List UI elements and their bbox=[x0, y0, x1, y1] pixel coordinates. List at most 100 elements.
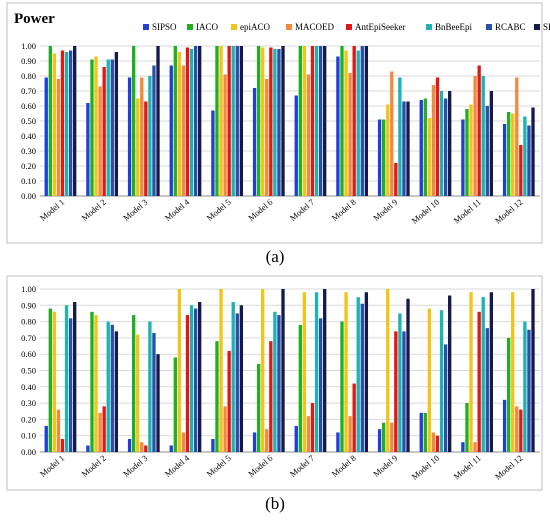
bar-b-sfmoabc-8 bbox=[364, 292, 369, 452]
bar-b-epiaco-11 bbox=[469, 292, 473, 452]
bar-a-bnbeeepi-5 bbox=[231, 46, 235, 196]
bar-b-bnbeeepi-3 bbox=[148, 321, 152, 452]
bar-b-rcabc-4 bbox=[193, 308, 198, 452]
bar-a-antepiseeker-6 bbox=[269, 47, 273, 196]
y-tick-label-a: 1.00 bbox=[21, 41, 36, 51]
bar-b-epiaco-6 bbox=[261, 289, 265, 452]
bar-a-bnbeeepi-12 bbox=[523, 116, 527, 196]
bar-b-sfmoabc-7 bbox=[323, 289, 327, 452]
bar-a-sfmoabc-4 bbox=[198, 46, 202, 196]
bar-a-epiaco-1 bbox=[52, 53, 57, 196]
bar-a-epiaco-11 bbox=[469, 104, 473, 196]
bar-a-epiaco-4 bbox=[177, 52, 182, 196]
bar-a-rcabc-10 bbox=[443, 98, 448, 196]
bar-b-iaco-4 bbox=[173, 357, 177, 452]
bar-b-antepiseeker-5 bbox=[227, 350, 231, 452]
bar-a-macoed-5 bbox=[223, 74, 227, 196]
y-tick-label-b: 0.40 bbox=[21, 382, 36, 392]
bar-b-bnbeeepi-4 bbox=[189, 305, 194, 452]
bar-a-sfmoabc-6 bbox=[281, 46, 285, 196]
bar-a-epiaco-3 bbox=[136, 98, 140, 196]
bar-b-bnbeeepi-6 bbox=[273, 311, 277, 452]
panel-label-b: (b) bbox=[265, 494, 285, 513]
bar-a-iaco-2 bbox=[90, 59, 94, 196]
bar-a-iaco-9 bbox=[381, 119, 386, 196]
bar-b-macoed-7 bbox=[306, 416, 311, 452]
y-tick-label-a: 0.50 bbox=[21, 116, 36, 126]
y-tick-label-a: 0.20 bbox=[21, 161, 36, 171]
bar-b-rcabc-6 bbox=[277, 315, 281, 452]
bar-b-sipso-2 bbox=[86, 445, 90, 452]
bar-b-sipso-11 bbox=[461, 442, 465, 452]
bar-a-sfmoabc-11 bbox=[489, 91, 494, 196]
bar-a-sipso-8 bbox=[336, 56, 340, 196]
bar-a-rcabc-4 bbox=[193, 46, 198, 196]
bar-a-bnbeeepi-4 bbox=[189, 49, 194, 196]
bar-a-iaco-4 bbox=[173, 46, 177, 196]
bar-a-bnbeeepi-11 bbox=[481, 76, 485, 196]
y-tick-label-a: 0.90 bbox=[21, 56, 36, 66]
bar-a-iaco-6 bbox=[256, 46, 261, 196]
legend-swatch-rcabc bbox=[486, 24, 492, 30]
bar-b-epiaco-10 bbox=[427, 308, 432, 452]
bar-b-epiaco-9 bbox=[386, 289, 390, 452]
bar-a-sipso-6 bbox=[252, 88, 257, 196]
bar-a-sfmoabc-12 bbox=[531, 107, 535, 196]
bar-b-sipso-1 bbox=[44, 425, 48, 452]
bar-b-sfmoabc-5 bbox=[239, 305, 244, 452]
y-tick-label-b: 0.90 bbox=[21, 300, 36, 310]
bar-b-epiaco-8 bbox=[344, 292, 348, 452]
bar-b-bnbeeepi-9 bbox=[398, 313, 402, 452]
bar-a-rcabc-6 bbox=[277, 49, 281, 196]
legend-label-bnbeeepi: BnBeeEpi bbox=[435, 22, 472, 32]
bar-b-sfmoabc-1 bbox=[73, 302, 77, 452]
legend-label-macoed: MACOED bbox=[295, 22, 335, 32]
bar-a-rcabc-5 bbox=[235, 46, 239, 196]
bar-b-macoed-12 bbox=[515, 406, 519, 452]
bar-a-macoed-12 bbox=[515, 77, 519, 196]
bar-b-rcabc-11 bbox=[485, 328, 489, 452]
bar-b-antepiseeker-4 bbox=[185, 315, 190, 452]
bar-a-iaco-8 bbox=[340, 46, 344, 196]
bar-b-rcabc-9 bbox=[402, 331, 406, 452]
bar-b-rcabc-8 bbox=[360, 303, 364, 452]
bar-a-sipso-2 bbox=[86, 103, 90, 196]
bar-a-macoed-11 bbox=[473, 76, 477, 196]
bar-b-rcabc-1 bbox=[68, 318, 73, 452]
bar-a-sipso-11 bbox=[461, 119, 465, 196]
bar-a-sfmoabc-5 bbox=[239, 46, 244, 196]
bar-a-iaco-11 bbox=[465, 109, 469, 196]
y-tick-label-a: 0.40 bbox=[21, 131, 36, 141]
bar-b-iaco-2 bbox=[90, 311, 94, 452]
bar-a-antepiseeker-10 bbox=[435, 77, 440, 196]
bar-b-sfmoabc-3 bbox=[156, 354, 160, 452]
bar-b-iaco-10 bbox=[423, 412, 427, 452]
legend-swatch-sipso bbox=[143, 24, 149, 30]
bar-a-bnbeeepi-10 bbox=[439, 91, 444, 196]
bar-b-antepiseeker-3 bbox=[144, 445, 148, 452]
y-tick-label-b: 0.00 bbox=[21, 447, 36, 457]
bar-a-antepiseeker-3 bbox=[144, 101, 148, 196]
bar-a-bnbeeepi-2 bbox=[106, 59, 110, 196]
legend-swatch-epiaco bbox=[231, 24, 237, 30]
bar-a-sfmoabc-9 bbox=[406, 101, 410, 196]
y-tick-label-b: 0.80 bbox=[21, 317, 36, 327]
panel-b: 0.00 0.10 0.20 0.30 0.40 0.50 0.60 0.70 0.80 0.90… bbox=[6, 275, 543, 491]
y-tick-label-b: 0.50 bbox=[21, 366, 36, 376]
bar-a-iaco-7 bbox=[298, 46, 302, 196]
bar-a-sipso-9 bbox=[377, 119, 382, 196]
legend-swatch-bnbeeepi bbox=[426, 24, 432, 30]
bar-a-antepiseeker-1 bbox=[60, 50, 65, 196]
bar-b-sfmoabc-10 bbox=[448, 295, 452, 452]
y-tick-label-a: 0.80 bbox=[21, 71, 36, 81]
bar-b-antepiseeker-8 bbox=[352, 383, 356, 452]
y-tick-label-b: 0.70 bbox=[21, 333, 36, 343]
bar-a-iaco-10 bbox=[423, 98, 427, 196]
bar-b-iaco-7 bbox=[298, 324, 302, 452]
bar-a-iaco-12 bbox=[506, 112, 511, 196]
bar-b-sipso-8 bbox=[336, 432, 340, 452]
y-tick-label-a: 0.10 bbox=[21, 176, 36, 186]
bar-a-sfmoabc-8 bbox=[364, 46, 369, 196]
bar-b-macoed-8 bbox=[348, 416, 352, 452]
bar-b-sfmoabc-6 bbox=[281, 289, 285, 452]
